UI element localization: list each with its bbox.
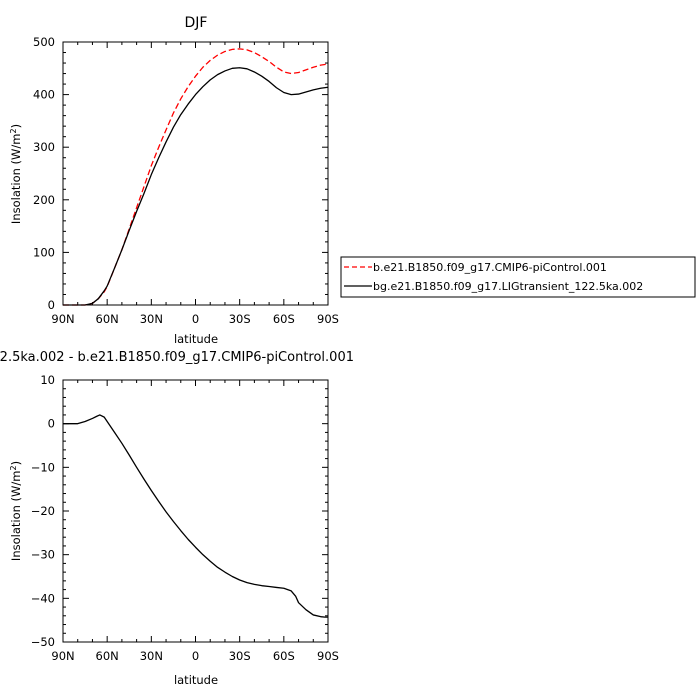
bottom-chart: LIGtransient_122.5ka.002 - b.e21.B1850.f… bbox=[0, 350, 354, 687]
y-tick-label: −10 bbox=[31, 460, 55, 474]
bottom-y-axis-label: Insolation (W/m2) bbox=[9, 461, 23, 561]
top-chart: DJF 90N 60N 30N 0 30S 60S 90S 0 100 200 300 400 500… bbox=[9, 15, 696, 346]
x-tick-label: 60N bbox=[96, 312, 119, 326]
top-x-tick-labels: 90N 60N 30N 0 30S 60S 90S bbox=[51, 312, 339, 326]
y-tick-label: 0 bbox=[48, 417, 55, 431]
bottom-y-tick-labels: −50 −40 −30 −20 −10 0 10 bbox=[31, 373, 55, 649]
x-tick-label: 30N bbox=[140, 312, 163, 326]
x-tick-label: 90S bbox=[317, 649, 339, 663]
x-tick-label: 60N bbox=[96, 649, 119, 663]
top-plot-frame bbox=[62, 41, 329, 306]
x-tick-label: 30N bbox=[140, 649, 163, 663]
top-axis-ticks bbox=[62, 41, 329, 306]
top-chart-title: DJF bbox=[185, 15, 208, 31]
y-tick-label: −40 bbox=[31, 591, 55, 605]
y-tick-label: 300 bbox=[33, 140, 55, 154]
y-tick-label: 100 bbox=[33, 245, 55, 259]
top-y-axis-label: Insolation (W/m2) bbox=[9, 124, 23, 224]
legend-box bbox=[340, 256, 696, 298]
bottom-x-axis-label: latitude bbox=[174, 673, 218, 687]
bottom-chart-title: LIGtransient_122.5ka.002 - b.e21.B1850.f… bbox=[0, 350, 354, 365]
y-tick-label: −30 bbox=[31, 548, 55, 562]
x-tick-label: 30S bbox=[229, 312, 251, 326]
top-x-axis-label: latitude bbox=[174, 332, 218, 346]
legend-label-piControl: b.e21.B1850.f09_g17.CMIP6-piControl.001 bbox=[373, 261, 607, 274]
series-line-1 bbox=[63, 414, 328, 618]
legend-label-LIGtransient: bg.e21.B1850.f09_g17.LIGtransient_122.5k… bbox=[373, 280, 643, 293]
bottom-series-lines bbox=[63, 414, 328, 618]
x-tick-label: 0 bbox=[192, 649, 199, 663]
series-line-1 bbox=[63, 48, 329, 306]
bottom-x-tick-labels: 90N 60N 30N 0 30S 60S 90S bbox=[51, 649, 339, 663]
x-tick-label: 90N bbox=[51, 312, 74, 326]
top-legend: b.e21.B1850.f09_g17.CMIP6-piControl.001 … bbox=[340, 256, 696, 298]
x-tick-label: 0 bbox=[192, 312, 199, 326]
x-tick-label: 30S bbox=[229, 649, 251, 663]
bottom-axis-ticks bbox=[62, 379, 329, 643]
x-tick-label: 90S bbox=[317, 312, 339, 326]
y-tick-label: 10 bbox=[40, 373, 55, 387]
top-series-lines bbox=[63, 48, 329, 306]
x-tick-label: 90N bbox=[51, 649, 74, 663]
x-tick-label: 60S bbox=[273, 312, 295, 326]
y-tick-label: 500 bbox=[33, 35, 55, 49]
y-tick-label: 400 bbox=[33, 88, 55, 102]
series-line-2 bbox=[63, 67, 329, 306]
top-y-tick-labels: 0 100 200 300 400 500 bbox=[33, 35, 55, 312]
x-tick-label: 60S bbox=[273, 649, 295, 663]
y-tick-label: −50 bbox=[31, 635, 55, 649]
bottom-plot-frame bbox=[62, 379, 329, 643]
y-tick-label: −20 bbox=[31, 504, 55, 518]
y-tick-label: 200 bbox=[33, 193, 55, 207]
y-tick-label: 0 bbox=[48, 298, 55, 312]
